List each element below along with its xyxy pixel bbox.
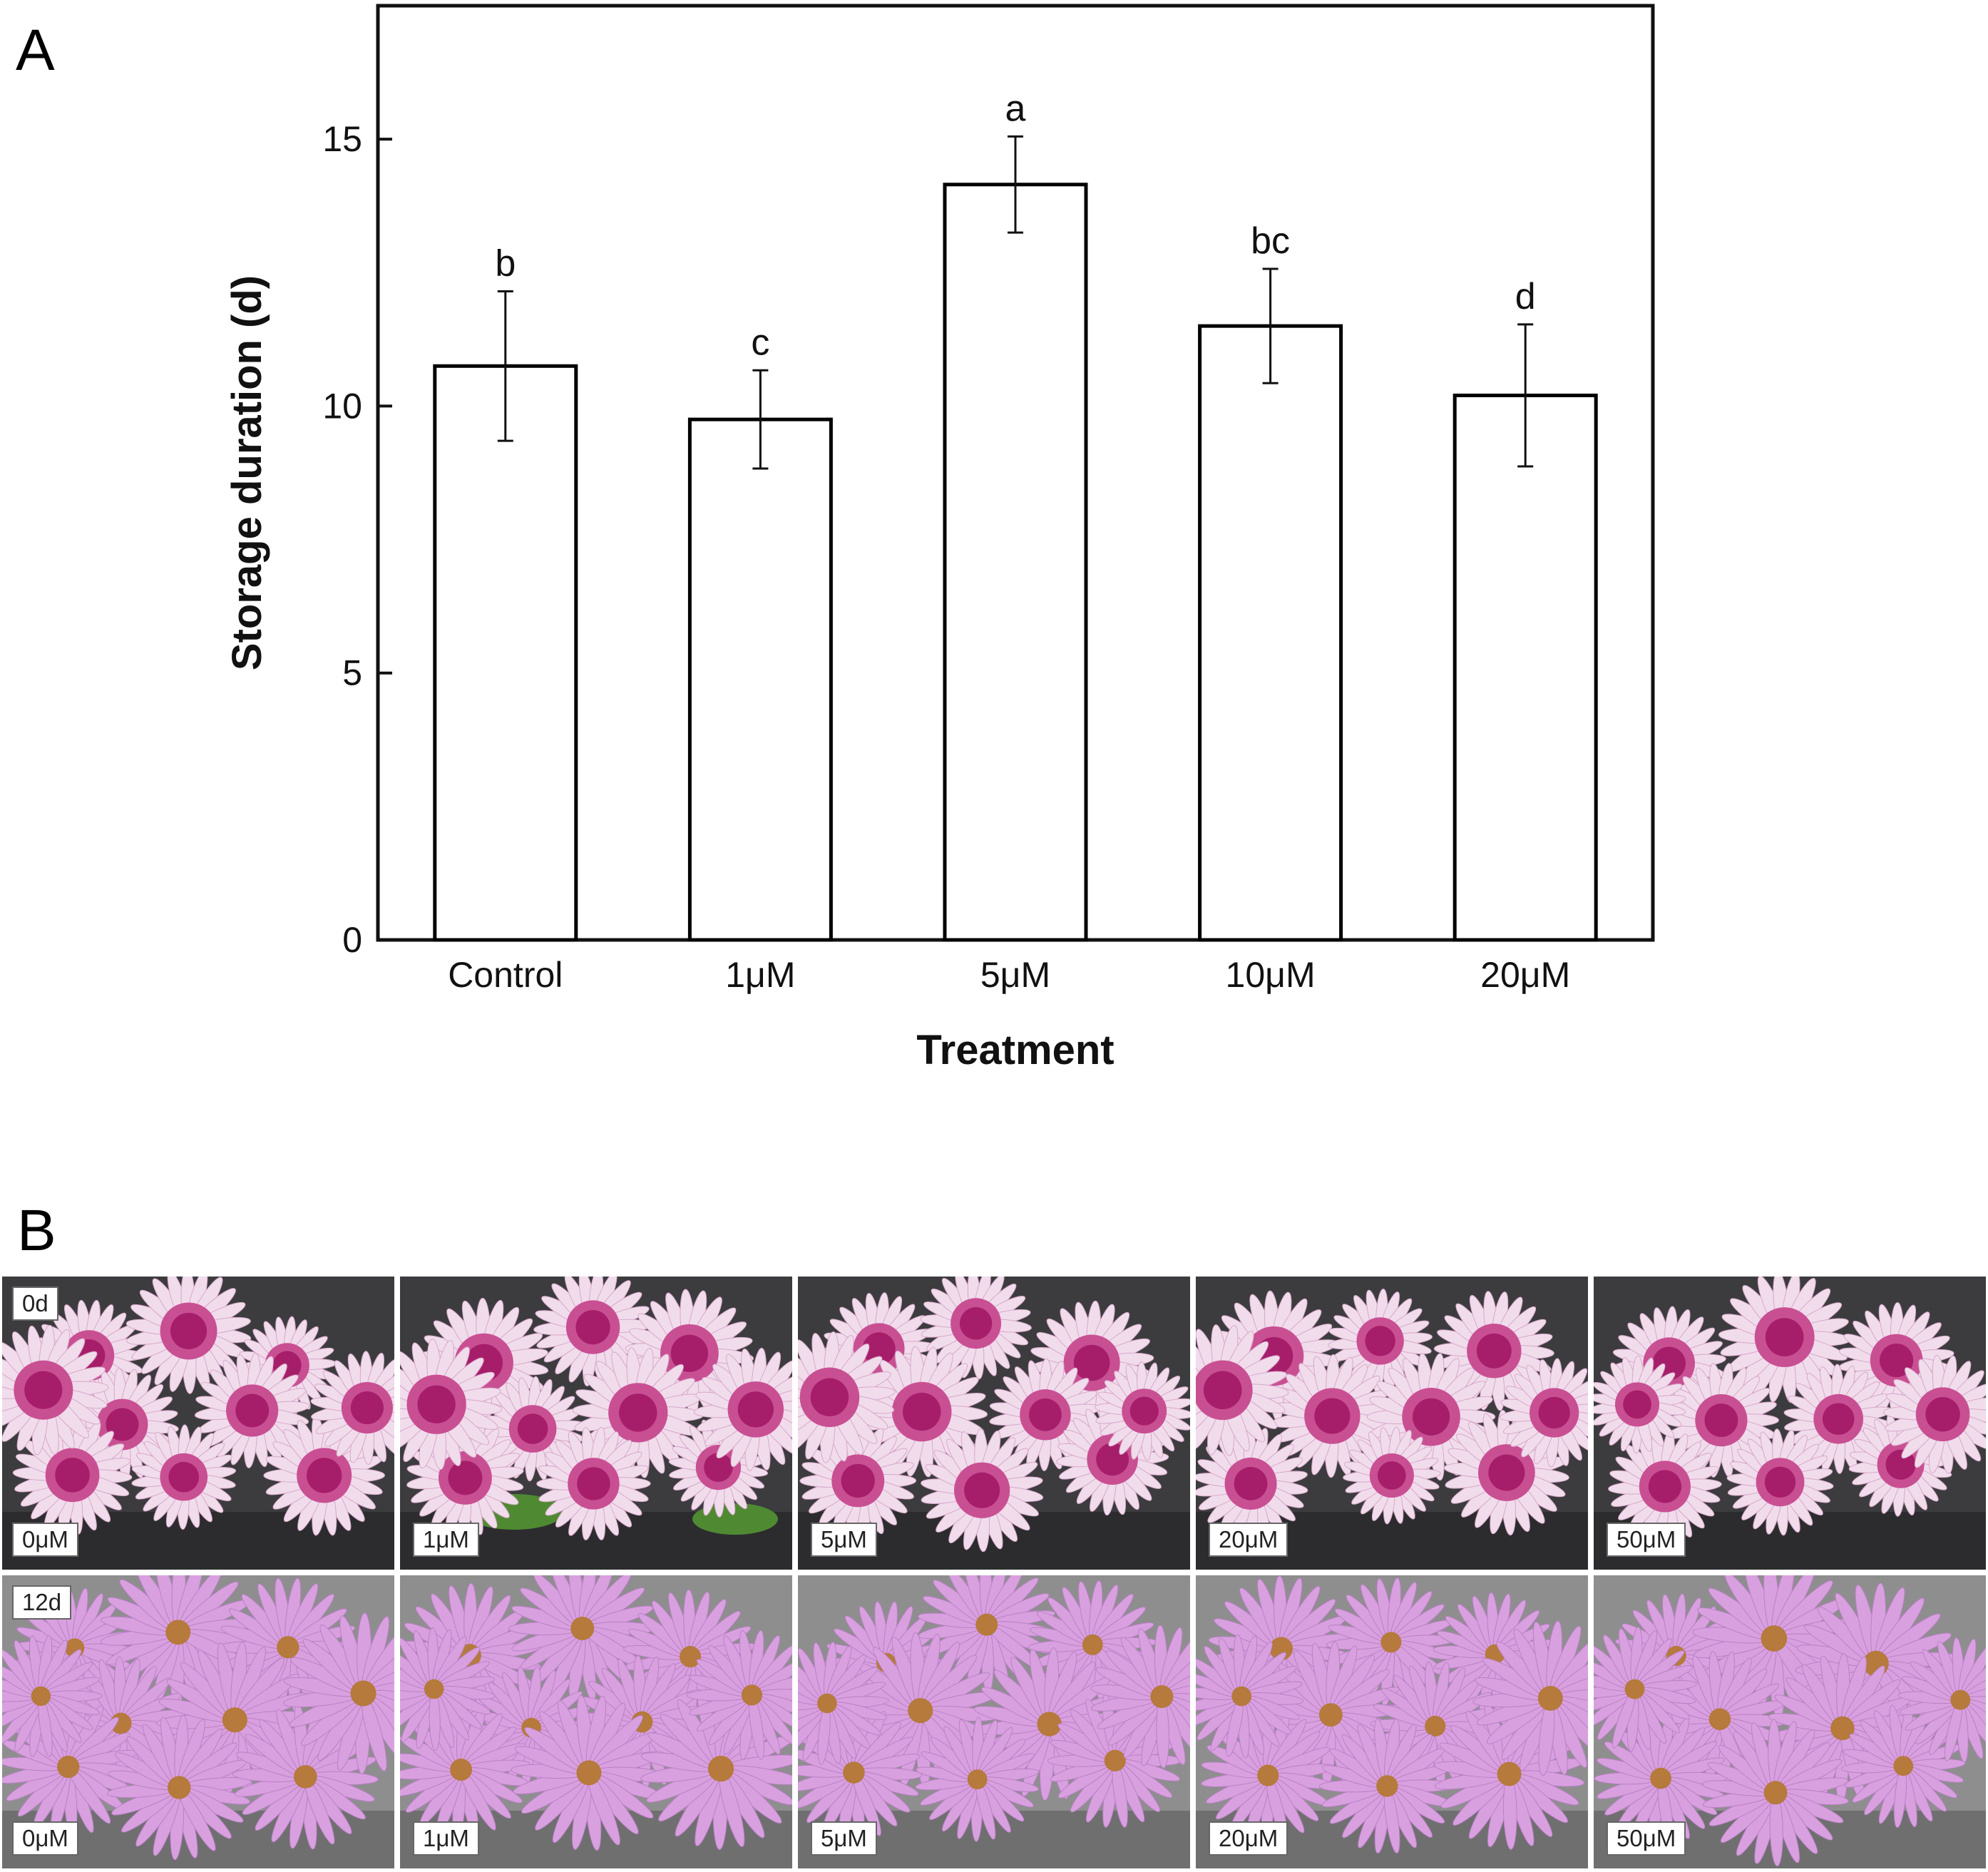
- significance-letter: c: [751, 322, 769, 363]
- x-tick-label: 5μM: [980, 955, 1050, 995]
- photo-12d-5uM: 5μM: [798, 1575, 1190, 1868]
- flower-photo: [400, 1575, 792, 1868]
- photo-12d-1uM: 1μM: [400, 1575, 792, 1868]
- bar: [943, 183, 1088, 942]
- significance-letter: b: [495, 242, 516, 284]
- concentration-label: 5μM: [811, 1821, 877, 1856]
- photo-0d-1uM: 1μM: [400, 1277, 792, 1570]
- significance-letter: d: [1515, 276, 1536, 317]
- concentration-label: 20μM: [1209, 1821, 1288, 1856]
- concentration-label: 20μM: [1209, 1523, 1288, 1557]
- flower-photo: [1196, 1575, 1588, 1868]
- flower-photo: [2, 1575, 394, 1868]
- x-tick-label: 10μM: [1226, 955, 1316, 995]
- bar: [1452, 393, 1598, 942]
- concentration-label: 1μM: [413, 1523, 479, 1557]
- flower-photo: [1594, 1277, 1986, 1570]
- y-tick-label: 5: [342, 653, 362, 693]
- x-tick-label: 1μM: [725, 955, 795, 995]
- y-tick-label: 10: [322, 386, 362, 426]
- x-tick-label: Control: [448, 955, 563, 995]
- y-axis-title: Storage duration (d): [224, 275, 270, 670]
- photo-0d-0uM: 0d 0μM: [2, 1277, 394, 1570]
- flower-photo: [1594, 1575, 1986, 1868]
- x-tick-label: 20μM: [1480, 955, 1570, 995]
- bar: [1198, 324, 1343, 942]
- bar-chart: 0 5 10 15 b Control c 1μM a 5μM bc 10μM d 20μM Treatme…: [224, 4, 1655, 1073]
- day-label: 0d: [12, 1287, 58, 1321]
- concentration-label: 0μM: [12, 1821, 78, 1856]
- significance-letter: bc: [1251, 220, 1290, 262]
- photo-12d-0uM: 12d 0μM: [2, 1575, 394, 1868]
- photo-12d-50uM: 50μM: [1594, 1575, 1986, 1868]
- photo-grid: 0d 0μM 1μM 5μM 20μM 50μM 12d 0μM 1μM 5μM…: [2, 1277, 1986, 1868]
- plot-area: 0 5 10 15 b Control c 1μM a 5μM bc 10μM d 20μM Treatme…: [224, 4, 1655, 1073]
- bar: [687, 417, 833, 942]
- concentration-label: 1μM: [413, 1821, 479, 1856]
- day-label: 12d: [12, 1585, 72, 1620]
- photo-0d-50uM: 50μM: [1594, 1277, 1986, 1570]
- x-axis-title: Treatment: [916, 1027, 1114, 1073]
- photo-0d-5uM: 5μM: [798, 1277, 1190, 1570]
- flower-photo: [400, 1277, 792, 1570]
- concentration-label: 50μM: [1607, 1523, 1686, 1557]
- y-tick-label: 0: [342, 920, 362, 960]
- photo-0d-20uM: 20μM: [1196, 1277, 1588, 1570]
- bar: [433, 364, 578, 942]
- concentration-label: 0μM: [12, 1523, 78, 1557]
- flower-photo: [2, 1277, 394, 1570]
- concentration-label: 5μM: [811, 1523, 877, 1557]
- flower-photo: [798, 1277, 1190, 1570]
- flower-photo: [798, 1575, 1190, 1868]
- panel-label-a: A: [16, 18, 55, 83]
- photo-12d-20uM: 20μM: [1196, 1575, 1588, 1868]
- panel-label-b: B: [17, 1198, 56, 1263]
- significance-letter: a: [1005, 88, 1026, 129]
- y-tick-label: 15: [322, 119, 362, 159]
- concentration-label: 50μM: [1607, 1821, 1686, 1856]
